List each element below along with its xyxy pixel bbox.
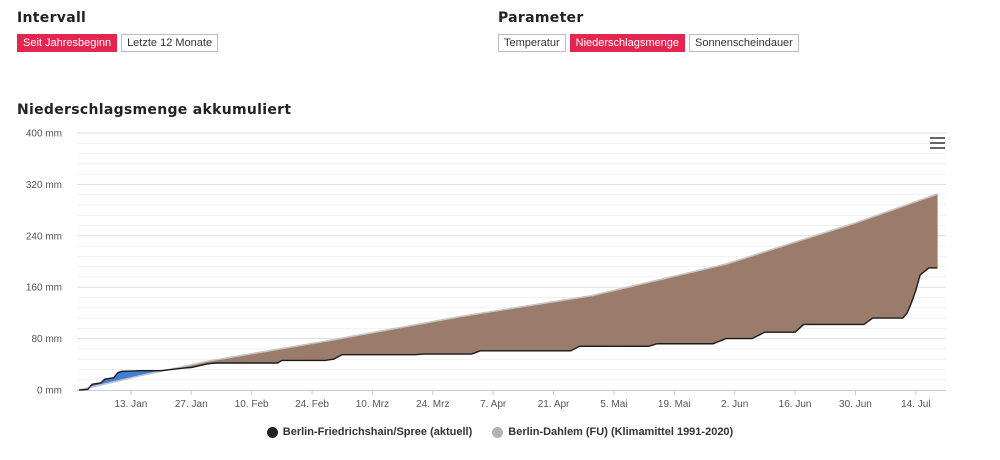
parameter-temperature-button[interactable]: Temperatur — [498, 34, 566, 52]
parameter-precipitation-button[interactable]: Niederschlagsmenge — [569, 34, 685, 52]
y-tick-label: 400 mm — [26, 129, 62, 140]
x-tick-label: 19. Mai — [658, 399, 691, 410]
x-tick-label: 5. Mai — [600, 399, 627, 410]
x-tick-label: 24. Feb — [295, 399, 329, 410]
parameter-title: Parameter — [498, 10, 584, 26]
legend-marker-climate — [492, 426, 504, 438]
interval-since-year-start-button[interactable]: Seit Jahresbeginn — [17, 34, 118, 52]
x-tick-label: 7. Apr — [480, 399, 507, 410]
legend-item-actual[interactable]: Berlin-Friedrichshain/Spree (aktuell) — [266, 426, 473, 438]
x-tick-label: 13. Jan — [115, 399, 148, 410]
x-tick-label: 30. Jun — [839, 399, 872, 410]
parameter-group: Parameter Temperatur Niederschlagsmenge … — [498, 10, 799, 52]
y-tick-label: 320 mm — [26, 180, 62, 191]
chart-menu-icon[interactable] — [930, 137, 945, 149]
parameter-sunshine-button[interactable]: Sonnenscheindauer — [688, 34, 799, 52]
x-tick-label: 2. Jun — [721, 399, 748, 410]
interval-group: Intervall Seit Jahresbeginn Letzte 12 Mo… — [17, 10, 219, 52]
x-tick-label: 27. Jan — [175, 399, 208, 410]
x-tick-label: 16. Jun — [779, 399, 812, 410]
x-tick-label: 10. Mrz — [356, 399, 389, 410]
legend-item-climate[interactable]: Berlin-Dahlem (FU) (Klimamittel 1991-202… — [492, 426, 733, 438]
legend-label-climate: Berlin-Dahlem (FU) (Klimamittel 1991-202… — [508, 426, 734, 438]
y-tick-label: 0 mm — [37, 386, 62, 397]
series-line-actual — [79, 267, 938, 391]
x-tick-label: 14. Jul — [901, 399, 930, 410]
x-tick-label: 24. Mrz — [416, 399, 449, 410]
chart-title: Niederschlagsmenge akkumuliert — [17, 102, 292, 118]
x-tick-label: 21. Apr — [538, 399, 570, 410]
interval-title: Intervall — [17, 10, 87, 26]
interval-buttons: Seit Jahresbeginn Letzte 12 Monate — [17, 34, 219, 52]
x-tick-label: 10. Feb — [235, 399, 269, 410]
y-tick-label: 160 mm — [26, 283, 62, 294]
parameter-buttons: Temperatur Niederschlagsmenge Sonnensche… — [498, 34, 799, 52]
series-line-climate — [78, 193, 938, 391]
y-tick-label: 240 mm — [26, 231, 62, 242]
legend-label-actual: Berlin-Friedrichshain/Spree (aktuell) — [282, 426, 473, 438]
y-tick-label: 80 mm — [31, 334, 62, 345]
legend-marker-actual — [266, 426, 278, 438]
interval-last-12-months-button[interactable]: Letzte 12 Monate — [121, 34, 219, 52]
chart-legend: Berlin-Friedrichshain/Spree (aktuell) Be… — [0, 426, 1000, 438]
